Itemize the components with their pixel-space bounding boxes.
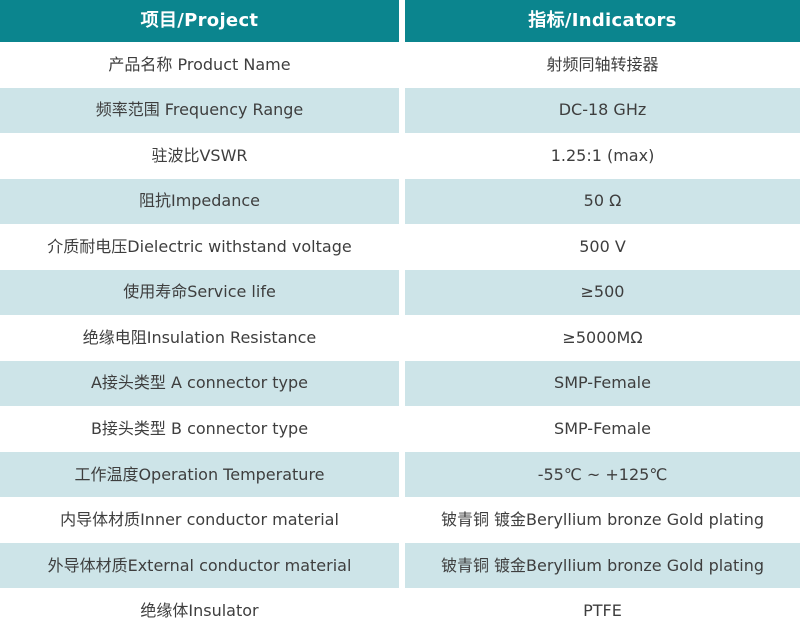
project-cell: B接头类型 B connector type [0, 406, 399, 452]
table-row: 绝缘电阻Insulation Resistance ≥5000MΩ [0, 315, 800, 361]
project-cell: 绝缘电阻Insulation Resistance [0, 315, 399, 361]
project-cell: 绝缘体Insulator [0, 588, 399, 634]
header-cell-indicators: 指标/Indicators [405, 0, 800, 42]
table-row: 介质耐电压Dielectric withstand voltage 500 V [0, 224, 800, 270]
table-row: 外导体材质External conductor material 铍青铜 镀金B… [0, 542, 800, 589]
column-divider [399, 315, 405, 361]
column-divider [399, 497, 405, 543]
column-divider [399, 269, 405, 316]
indicator-cell: 50 Ω [405, 178, 800, 225]
indicator-cell: 1.25:1 (max) [405, 133, 800, 179]
indicator-cell: SMP-Female [405, 406, 800, 452]
table-header-row: 项目/Project 指标/Indicators [0, 0, 800, 42]
project-cell: 外导体材质External conductor material [0, 542, 399, 589]
indicator-cell: ≥5000MΩ [405, 315, 800, 361]
indicator-cell: 500 V [405, 224, 800, 270]
indicator-cell: ≥500 [405, 269, 800, 316]
table-row: B接头类型 B connector type SMP-Female [0, 406, 800, 452]
indicator-cell: PTFE [405, 588, 800, 634]
project-cell: 频率范围 Frequency Range [0, 87, 399, 134]
table-row: 使用寿命Service life ≥500 [0, 269, 800, 316]
project-cell: 阻抗Impedance [0, 178, 399, 225]
table-row: 阻抗Impedance 50 Ω [0, 178, 800, 225]
table-body: 产品名称 Product Name 射频同轴转接器 频率范围 Frequency… [0, 42, 800, 634]
project-cell: 驻波比VSWR [0, 133, 399, 179]
table-row: 产品名称 Product Name 射频同轴转接器 [0, 42, 800, 88]
column-divider [399, 178, 405, 225]
table-row: 工作温度Operation Temperature -55℃ ~ +125℃ [0, 451, 800, 498]
column-divider [399, 224, 405, 270]
table-row: 绝缘体Insulator PTFE [0, 588, 800, 634]
indicator-cell: DC-18 GHz [405, 87, 800, 134]
project-cell: A接头类型 A connector type [0, 360, 399, 407]
header-cell-project: 项目/Project [0, 0, 399, 42]
column-divider [399, 87, 405, 134]
project-cell: 介质耐电压Dielectric withstand voltage [0, 224, 399, 270]
column-divider [399, 42, 405, 88]
table-row: A接头类型 A connector type SMP-Female [0, 360, 800, 407]
column-divider [399, 0, 405, 42]
indicator-cell: -55℃ ~ +125℃ [405, 451, 800, 498]
table-row: 内导体材质Inner conductor material 铍青铜 镀金Bery… [0, 497, 800, 543]
project-cell: 产品名称 Product Name [0, 42, 399, 88]
column-divider [399, 451, 405, 498]
column-divider [399, 588, 405, 634]
table-row: 频率范围 Frequency Range DC-18 GHz [0, 87, 800, 134]
indicator-cell: 铍青铜 镀金Beryllium bronze Gold plating [405, 497, 800, 543]
indicator-cell: 射频同轴转接器 [405, 42, 800, 88]
column-divider [399, 360, 405, 407]
project-cell: 工作温度Operation Temperature [0, 451, 399, 498]
column-divider [399, 542, 405, 589]
indicator-cell: 铍青铜 镀金Beryllium bronze Gold plating [405, 542, 800, 589]
table-row: 驻波比VSWR 1.25:1 (max) [0, 133, 800, 179]
project-cell: 内导体材质Inner conductor material [0, 497, 399, 543]
column-divider [399, 133, 405, 179]
column-divider [399, 406, 405, 452]
indicator-cell: SMP-Female [405, 360, 800, 407]
project-cell: 使用寿命Service life [0, 269, 399, 316]
